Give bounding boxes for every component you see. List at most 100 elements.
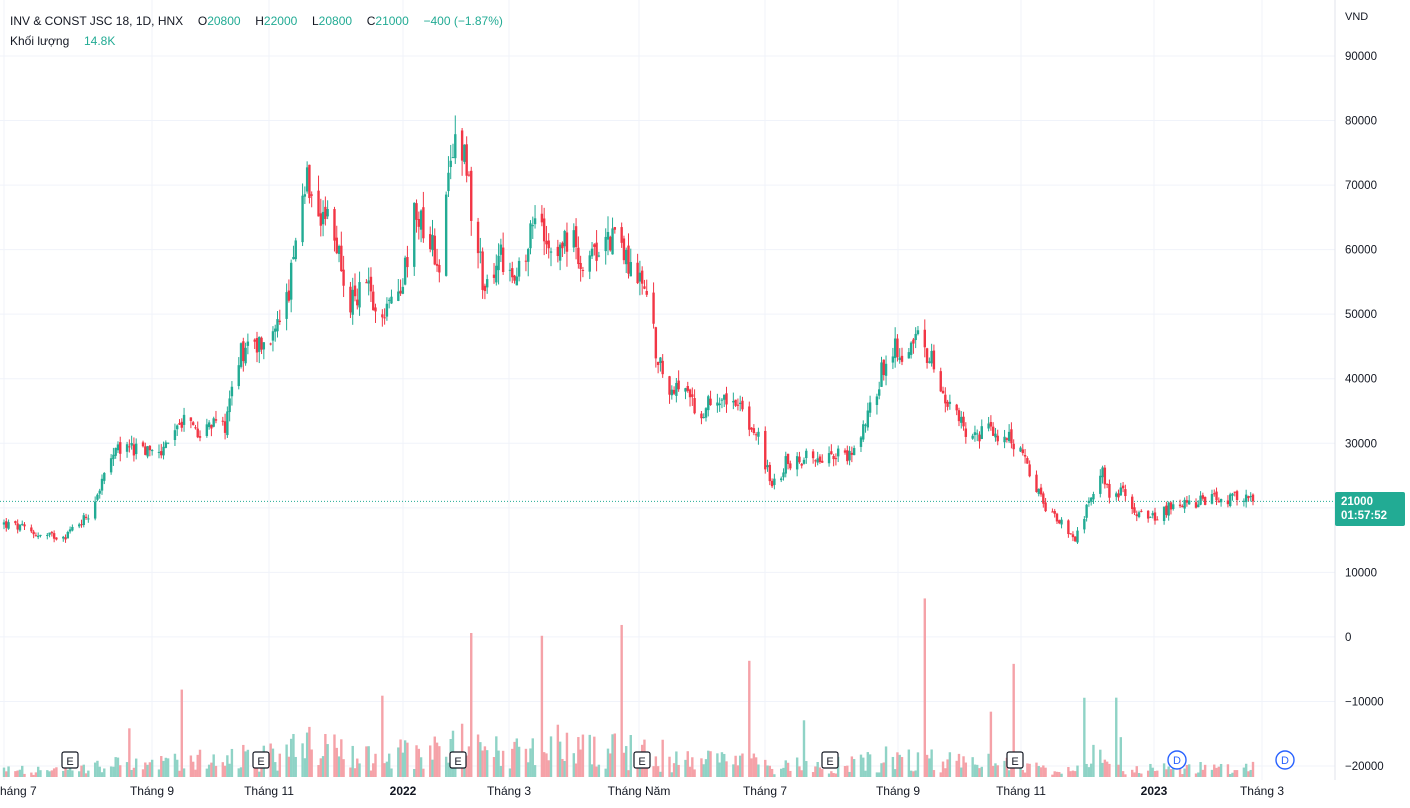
volume-bar <box>342 759 345 777</box>
y-tick-label: −20000 <box>1345 761 1384 773</box>
volume-bar <box>144 762 147 777</box>
candle-body <box>1172 504 1175 509</box>
x-tick-label: Tháng 9 <box>876 784 920 798</box>
candle-body <box>609 236 612 251</box>
candle-body <box>625 249 628 265</box>
volume-bar <box>1039 767 1043 777</box>
volume-bar <box>581 734 585 777</box>
candle-body <box>752 428 756 433</box>
volume-bar <box>132 767 136 777</box>
volume-bar <box>1067 767 1070 777</box>
candle-body <box>419 210 423 230</box>
candle-body <box>492 274 496 278</box>
candle-body <box>100 478 104 491</box>
candle-body <box>786 453 790 465</box>
volume-bar <box>515 738 519 777</box>
symbol-title[interactable]: INV & CONST JSC 18, 1D, HNX <box>10 14 184 28</box>
volume-bar <box>1089 763 1093 777</box>
candle-body <box>454 134 457 159</box>
candle-body <box>773 478 776 485</box>
candle-body <box>549 251 553 253</box>
candle-body <box>221 420 225 422</box>
volume-bar <box>944 768 947 777</box>
candle-body <box>1124 489 1127 497</box>
volume-bar <box>1085 763 1088 777</box>
candle-body <box>1115 493 1118 497</box>
candle-body <box>87 518 90 520</box>
candle-body <box>253 339 256 342</box>
candle-body <box>1071 534 1075 538</box>
volume-bar <box>39 770 42 777</box>
earnings-marker[interactable]: E <box>633 751 651 769</box>
volume-bar <box>212 754 215 777</box>
candle-body <box>964 428 968 437</box>
candle-body <box>900 355 904 362</box>
volume-bar <box>720 752 724 777</box>
x-tick-label: 2023 <box>1141 784 1168 798</box>
candle-body <box>103 472 106 481</box>
earnings-marker[interactable]: E <box>449 751 467 769</box>
volume-bar <box>146 764 149 777</box>
dividend-marker[interactable]: D <box>1167 750 1187 770</box>
volume-bar <box>483 746 487 777</box>
volume-bar <box>1169 769 1173 777</box>
earnings-marker[interactable]: E <box>252 751 270 769</box>
change-value: −400 (−1.87%) <box>423 14 503 28</box>
candle-body <box>36 535 40 538</box>
candle-body <box>287 290 291 301</box>
volume-label[interactable]: Khối lượng <box>10 34 70 48</box>
volume-bar <box>239 767 243 777</box>
candle-body <box>875 396 879 405</box>
candle-body <box>78 524 81 527</box>
candle-body <box>18 524 22 531</box>
volume-bar <box>157 769 161 777</box>
volume-bar <box>852 759 856 777</box>
volume-bar <box>66 769 70 777</box>
volume-bar <box>128 728 131 777</box>
candle-body <box>768 464 772 482</box>
candle-body <box>390 296 393 304</box>
volume-bar <box>948 752 952 777</box>
volume-bar <box>1165 769 1168 777</box>
candle-body <box>613 227 617 230</box>
candle-body <box>640 270 644 284</box>
candle-body <box>32 531 35 535</box>
volume-bar <box>84 773 88 777</box>
dividend-marker[interactable]: D <box>1275 750 1295 770</box>
candle-body <box>1103 467 1107 485</box>
candle-body <box>540 213 544 223</box>
volume-bar <box>87 770 90 777</box>
volume-bar <box>1247 771 1250 777</box>
volume-bar <box>545 753 548 777</box>
candle-body <box>846 450 849 462</box>
volume-bar <box>565 732 569 777</box>
x-tick-label: 2022 <box>390 784 417 798</box>
earnings-marker[interactable]: E <box>61 751 79 769</box>
volume-bar <box>1069 771 1072 777</box>
low-value: 20800 <box>318 14 353 28</box>
price-axis-unit[interactable]: VND <box>1345 11 1369 23</box>
volume-bar <box>62 770 65 777</box>
earnings-marker-label: E <box>826 756 833 768</box>
volume-bar <box>875 772 879 777</box>
candle-body <box>182 414 186 425</box>
volume-bar <box>996 765 999 777</box>
candle-body <box>1178 504 1182 507</box>
candle-body <box>955 404 958 411</box>
candle-body <box>230 386 234 397</box>
volume-bar <box>278 753 281 777</box>
candle-body <box>237 365 240 387</box>
candle-body <box>704 408 708 418</box>
volume-bar <box>766 765 769 777</box>
volume-bar <box>1217 766 1221 777</box>
earnings-marker[interactable]: E <box>1006 751 1024 769</box>
earnings-marker[interactable]: E <box>821 751 839 769</box>
candle-body <box>128 446 131 448</box>
candle-body <box>467 174 471 176</box>
candle-body <box>305 167 309 192</box>
volume-bar <box>64 765 67 777</box>
candle-body <box>1194 502 1198 508</box>
candle-body <box>242 341 245 362</box>
